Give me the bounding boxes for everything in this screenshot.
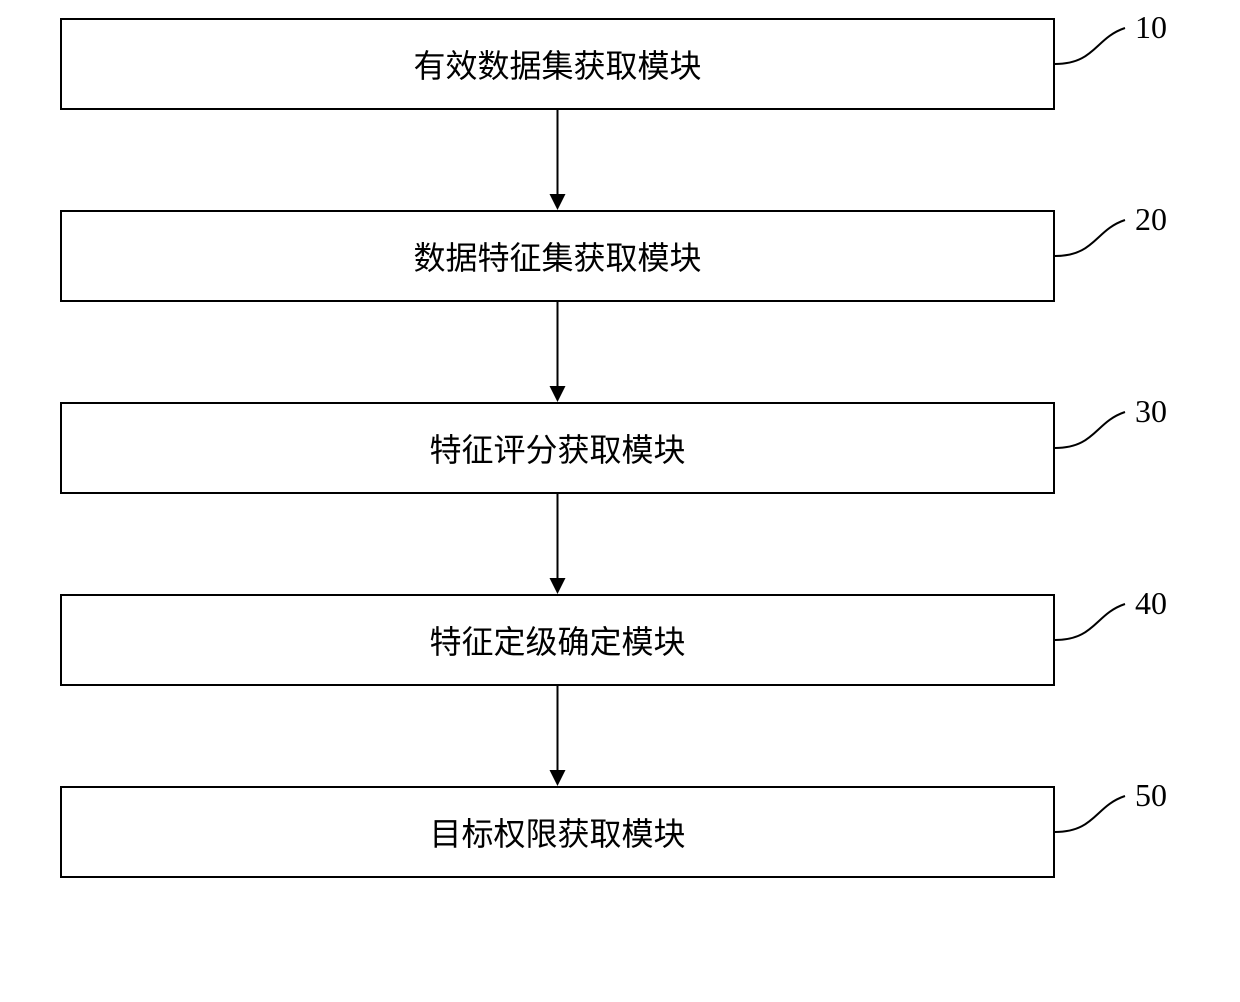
flow-node: 特征评分获取模块 — [60, 402, 1055, 494]
flow-node: 数据特征集获取模块 — [60, 210, 1055, 302]
flow-node-label: 特征定级确定模块 — [429, 617, 685, 663]
flow-node: 特征定级确定模块 — [60, 594, 1055, 686]
node-number-label: 20 — [1135, 201, 1167, 238]
node-number-label: 30 — [1135, 393, 1167, 430]
node-number-label: 40 — [1135, 585, 1167, 622]
arrowhead-icon — [550, 194, 566, 210]
flow-node: 目标权限获取模块 — [60, 786, 1055, 878]
node-number-label: 10 — [1135, 9, 1167, 46]
leader-line — [1055, 796, 1125, 832]
leader-line — [1055, 412, 1125, 448]
arrowhead-icon — [550, 578, 566, 594]
flow-node-label: 特征评分获取模块 — [429, 425, 685, 471]
leader-line — [1055, 604, 1125, 640]
flow-node-label: 目标权限获取模块 — [429, 809, 685, 855]
flow-node-label: 有效数据集获取模块 — [413, 41, 701, 87]
flowchart-canvas: 有效数据集获取模块 10 数据特征集获取模块 20 特征评分获取模块 30 特征定级确定模块… — [0, 0, 1240, 1002]
arrowhead-icon — [550, 386, 566, 402]
node-number-label: 50 — [1135, 777, 1167, 814]
flow-node-label: 数据特征集获取模块 — [413, 233, 701, 279]
arrowhead-icon — [550, 770, 566, 786]
leader-line — [1055, 28, 1125, 64]
flow-node: 有效数据集获取模块 — [60, 18, 1055, 110]
leader-line — [1055, 220, 1125, 256]
